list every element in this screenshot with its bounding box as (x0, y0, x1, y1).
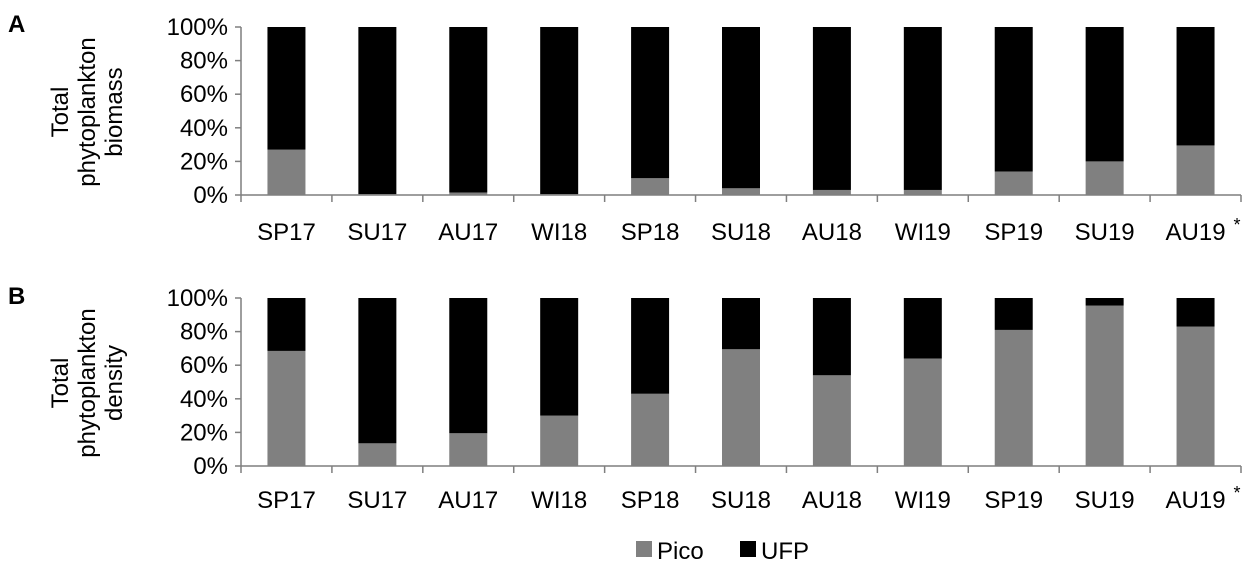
panel-a-bar-ufp-sp19 (994, 27, 1033, 172)
panel-a-category-label: SP17 (257, 219, 316, 246)
panel-b: B Total phytoplankton density 0% 20% 40% 60… (8, 283, 1242, 514)
panel-a-category-label: AU19 (1166, 219, 1226, 246)
panel-b-ylabel-line-1: Total (47, 358, 74, 409)
panel-b-ytick-label: 80% (180, 319, 228, 346)
panel-b-category-label: SU18 (711, 487, 771, 514)
panel-a-bar-ufp-sp17 (267, 27, 306, 150)
panel-b-category-label: SP18 (621, 487, 680, 514)
panel-b-bars (267, 298, 1215, 466)
panel-a-category-label: SP19 (984, 219, 1043, 246)
panel-a-ylabel-line-2: phytoplankton (74, 37, 101, 186)
panel-a-bar-pico-sp19 (994, 171, 1033, 195)
legend-label-pico: Pico (657, 538, 704, 565)
panel-a-bar-pico-au18 (812, 189, 851, 195)
panel-b-bar-pico-wi19 (903, 358, 942, 466)
panel-b-ylabel-line-2: phytoplankton (74, 308, 101, 457)
panel-b-category-label: WI19 (895, 487, 951, 514)
panel-a-ytick-label: 20% (180, 148, 228, 175)
panel-a-ylabel-line-1: Total (47, 87, 74, 138)
panel-a-ylabel-line-3: biomass (101, 67, 128, 156)
panel-a-axes: 0% 20% 40% 60% 80% 100% SP17 SU17 AU17 WI18 SP18 SU… (167, 14, 1242, 246)
panel-a-category-label: WI18 (531, 219, 587, 246)
panel-a: A Total phytoplankton biomass 0% 20% 40% 60… (8, 11, 1242, 246)
legend-swatch-pico (636, 541, 652, 557)
panel-a-bar-ufp-su18 (722, 27, 760, 189)
panel-b-bar-pico-au17 (449, 433, 488, 466)
panel-a-category-label: AU18 (802, 219, 862, 246)
legend: Pico UFP (636, 538, 809, 565)
legend-swatch-ufp (740, 541, 756, 557)
panel-b-bar-pico-sp18 (631, 393, 670, 466)
panel-a-label: A (8, 11, 25, 38)
panel-b-bar-ufp-au18 (812, 298, 851, 376)
panel-a-bar-pico-su18 (722, 188, 760, 195)
panel-b-ytick-label: 60% (180, 352, 228, 379)
panel-b-bar-ufp-au19 (1176, 298, 1215, 327)
panel-a-bar-pico-sp17 (267, 149, 306, 195)
panel-a-ytick-label: 100% (167, 14, 228, 41)
panel-a-bar-pico-su19 (1085, 161, 1124, 195)
panel-b-category-note-mark: * (1234, 483, 1241, 503)
panel-a-ytick-label: 60% (180, 81, 228, 108)
panel-b-bar-ufp-sp19 (994, 298, 1033, 330)
panel-b-bar-pico-su18 (722, 349, 760, 466)
panel-b-category-label: AU19 (1166, 487, 1226, 514)
panel-b-bar-ufp-au17 (449, 298, 488, 434)
panel-a-bar-ufp-su17 (358, 27, 397, 195)
legend-label-ufp: UFP (761, 538, 809, 565)
panel-a-category-label: SU18 (711, 219, 771, 246)
panel-b-category-label: AU18 (802, 487, 862, 514)
panel-b-bar-ufp-su19 (1085, 298, 1124, 306)
panel-a-category-label: WI19 (895, 219, 951, 246)
panel-b-category-label: WI18 (531, 487, 587, 514)
panel-b-bar-ufp-su18 (722, 298, 760, 350)
panel-a-ytick-label: 0% (193, 182, 228, 209)
panel-b-axes: 0% 20% 40% 60% 80% 100% SP17 SU17 AU17 WI18 SP18 SU… (167, 285, 1242, 514)
panel-b-bar-pico-au19 (1176, 326, 1215, 466)
panel-b-ytick-label: 0% (193, 453, 228, 480)
panel-b-category-label: SP17 (257, 487, 316, 514)
panel-a-bar-ufp-su19 (1085, 27, 1124, 162)
panel-b-bar-pico-su19 (1085, 305, 1124, 466)
panel-a-bar-ufp-au19 (1176, 27, 1215, 146)
panel-a-category-label: AU17 (438, 219, 498, 246)
panel-b-bar-ufp-sp18 (631, 298, 670, 394)
panel-a-bar-pico-au17 (449, 192, 488, 195)
panel-a-bar-pico-au19 (1176, 145, 1215, 195)
panel-a-bar-pico-wi19 (903, 189, 942, 195)
panel-b-bar-ufp-su17 (358, 298, 397, 444)
panel-b-ytick-label: 40% (180, 386, 228, 413)
panel-b-category-label: SU17 (347, 487, 407, 514)
panel-b-category-label: SP19 (984, 487, 1043, 514)
panel-b-category-label: AU17 (438, 487, 498, 514)
panel-a-category-note-mark: * (1234, 215, 1241, 235)
panel-a-category-label: SP18 (621, 219, 680, 246)
panel-b-bar-pico-sp17 (267, 350, 306, 466)
panel-a-bar-ufp-au18 (812, 27, 851, 190)
panel-b-label: B (8, 283, 25, 310)
panel-a-bar-ufp-au17 (449, 27, 488, 193)
panel-b-bar-pico-au18 (812, 375, 851, 466)
panel-a-bar-ufp-sp18 (631, 27, 670, 179)
panel-b-bar-pico-su17 (358, 443, 397, 466)
panel-b-category-label: SU19 (1075, 487, 1135, 514)
panel-b-bar-pico-sp19 (994, 329, 1033, 466)
panel-b-bar-pico-wi18 (540, 415, 579, 466)
panel-a-bars (267, 27, 1215, 195)
panel-b-ylabel-line-3: density (101, 345, 128, 421)
panel-b-ytick-label: 20% (180, 419, 228, 446)
panel-a-category-label: SU19 (1075, 219, 1135, 246)
panel-b-ytick-label: 100% (167, 285, 228, 312)
panel-b-bar-ufp-sp17 (267, 298, 306, 351)
panel-a-ytick-label: 80% (180, 48, 228, 75)
panel-b-bar-ufp-wi19 (903, 298, 942, 359)
panel-b-bar-ufp-wi18 (540, 298, 579, 416)
panel-a-bar-ufp-wi19 (903, 27, 942, 190)
panel-a-ytick-label: 40% (180, 115, 228, 142)
panel-a-bar-ufp-wi18 (540, 27, 579, 195)
panel-a-category-label: SU17 (347, 219, 407, 246)
panel-a-bar-pico-sp18 (631, 178, 670, 195)
